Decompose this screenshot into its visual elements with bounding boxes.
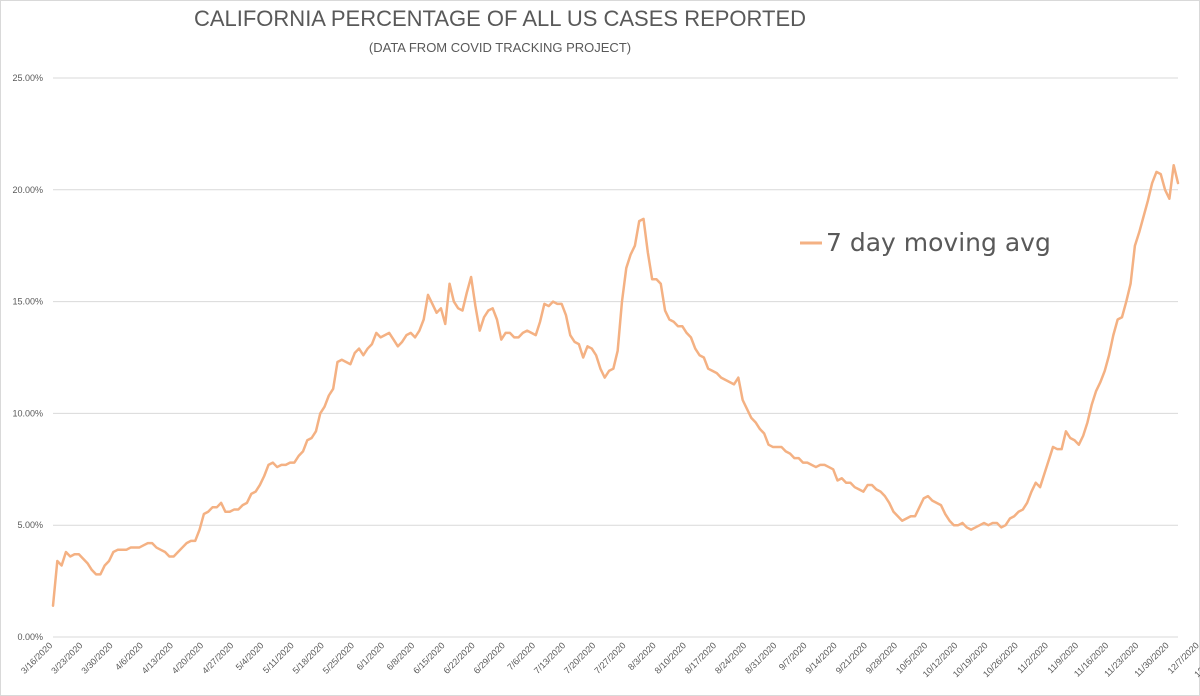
y-tick-label: 20.00% [12,185,43,195]
legend-label: 7 day moving avg [826,228,1051,257]
chart-subtitle: (DATA FROM COVID TRACKING PROJECT) [369,40,631,55]
series-line-7-day-moving-avg [51,163,1180,607]
y-axis-ticks: 0.00% 5.00% 10.00% 15.00% 20.00% 25.00% [12,73,43,642]
y-tick-label: 15.00% [12,297,43,307]
y-tick-label: 0.00% [17,632,43,642]
y-tick-label: 5.00% [17,520,43,530]
legend: 7 day moving avg [800,228,1051,257]
chart-title: CALIFORNIA PERCENTAGE OF ALL US CASES RE… [194,6,806,31]
y-tick-label: 25.00% [12,73,43,83]
gridlines [53,77,1178,638]
y-tick-label: 10.00% [12,408,43,418]
